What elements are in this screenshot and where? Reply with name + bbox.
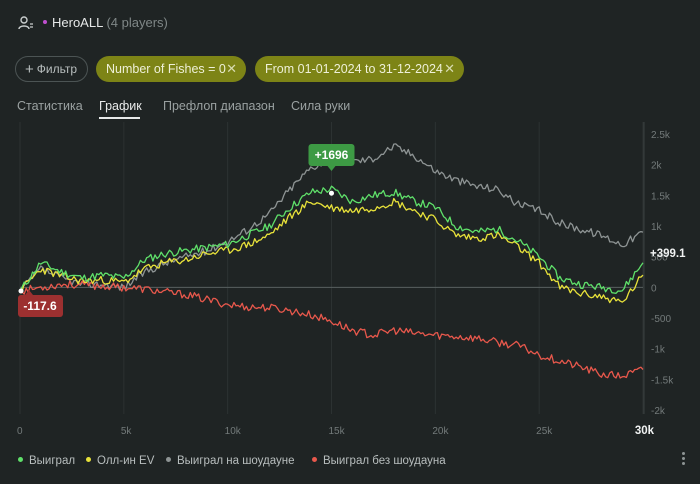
- filter-chip-label: Number of Fishes = 0: [106, 62, 226, 76]
- close-icon[interactable]: ✕: [226, 61, 237, 76]
- close-icon[interactable]: ✕: [444, 61, 455, 76]
- max-badge: [308, 144, 355, 166]
- chart-legend: Выиграл Олл-ин EV Выиграл на шоудауне Вы…: [0, 452, 700, 472]
- legend-item-non-showdown[interactable]: Выиграл без шоудауна: [312, 455, 446, 467]
- plus-icon: +: [25, 61, 34, 78]
- end-value-label: +399.1: [650, 248, 686, 260]
- y-tick-label: 0: [651, 283, 657, 294]
- players-count: (4 players): [106, 15, 168, 30]
- x-tick-label: 0: [17, 426, 23, 437]
- y-tick-label: 2.5k: [651, 130, 671, 141]
- max-value-label: +1696: [315, 148, 349, 162]
- filter-chip-date[interactable]: From 01-01-2024 to 31-12-2024 ✕: [255, 56, 464, 82]
- x-tick-label: 10k: [225, 426, 242, 437]
- page-title: HeroALL (4 players): [52, 15, 168, 30]
- tab-statistics[interactable]: Статистика: [17, 99, 83, 113]
- y-tick-label: 500: [651, 253, 668, 264]
- y-tick-label: 2k: [651, 161, 663, 172]
- tab-hand-strength[interactable]: Сила руки: [291, 99, 351, 113]
- legend-dot: [86, 457, 91, 462]
- kebab-menu-icon[interactable]: [680, 450, 686, 468]
- tab-graph[interactable]: График: [99, 99, 142, 113]
- filter-chip-fishes[interactable]: Number of Fishes = 0 ✕: [96, 56, 246, 82]
- legend-item-showdown[interactable]: Выиграл на шоудауне: [166, 455, 295, 467]
- top-bar: HeroALL (4 players): [0, 0, 700, 46]
- legend-item-won[interactable]: Выиграл: [18, 455, 75, 467]
- max-badge-pointer: [327, 166, 336, 171]
- y-tick-label: -500: [651, 314, 671, 325]
- min-badge: [18, 295, 63, 318]
- y-tick-label: -2k: [651, 406, 666, 417]
- series-line-non_showdown: [19, 280, 644, 379]
- x-tick-label: 25k: [536, 426, 553, 437]
- add-filter-button[interactable]: + Фильтр: [15, 56, 88, 82]
- tab-bar: Статистика График Префлоп диапазон Сила …: [0, 96, 700, 120]
- min-marker: [18, 288, 24, 294]
- legend-item-allin-ev[interactable]: Олл-ин EV: [86, 455, 154, 467]
- min-value-label: -117.6: [23, 299, 57, 313]
- user-icon[interactable]: [18, 15, 34, 31]
- series-line-allin_ev: [19, 197, 644, 304]
- legend-dot: [18, 457, 23, 462]
- min-badge-pointer: [25, 290, 33, 296]
- profit-chart[interactable]: 2.5k 2k 1.5k 1k 500 0 -500 -1k -1.5k -2k 0 5k 10k 15k…: [0, 122, 700, 444]
- x-tick-label: 20k: [432, 426, 449, 437]
- y-tick-label: -1k: [651, 345, 666, 356]
- player-color-dot: [43, 20, 47, 24]
- max-marker: [329, 190, 334, 196]
- y-tick-label: 1.5k: [651, 191, 671, 202]
- filter-chip-label: From 01-01-2024 to 31-12-2024: [265, 62, 443, 76]
- x-tick-label: 30k: [635, 425, 655, 437]
- legend-dot: [312, 457, 317, 462]
- series-line-won: [19, 185, 644, 294]
- x-tick-label: 5k: [121, 426, 133, 437]
- y-tick-label: -1.5k: [651, 375, 674, 386]
- x-tick-label: 15k: [329, 426, 346, 437]
- y-tick-label: 1k: [651, 222, 663, 233]
- legend-dot: [166, 457, 171, 462]
- active-tab-indicator: [99, 117, 140, 119]
- tab-preflop-range[interactable]: Префлоп диапазон: [163, 99, 275, 113]
